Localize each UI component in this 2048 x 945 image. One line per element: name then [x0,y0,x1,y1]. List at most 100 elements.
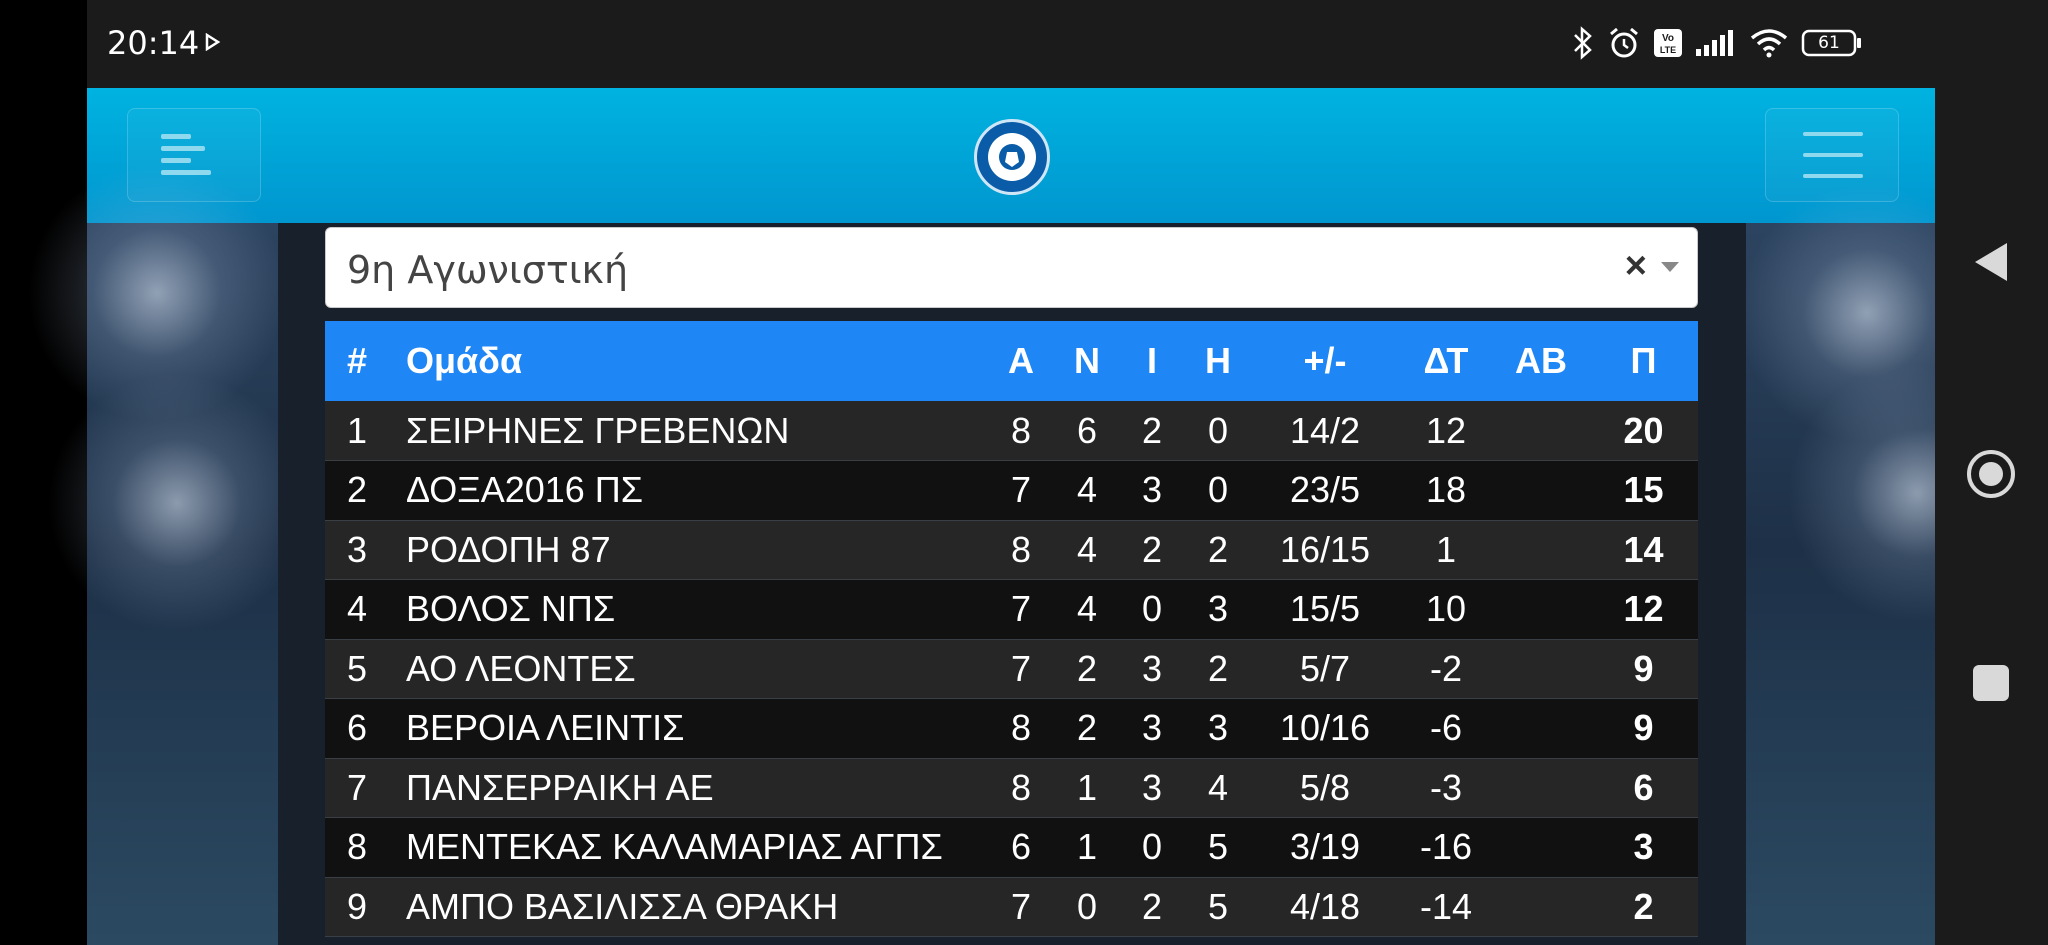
standings-table: # Ομάδα Α Ν Ι Η +/- ΔΤ ΑΒ Π 1 ΣΕΙΡΗΝΕΣ ΓΡ… [325,321,1698,937]
wifi-icon [1749,28,1789,58]
cell-losses: 0 [1207,469,1229,511]
round-select[interactable]: 9η Αγωνιστική × [325,227,1698,308]
hamburger-menu-icon [1766,132,1900,207]
signal-icon [1695,29,1737,57]
table-row[interactable]: 5 ΑΟ ΛΕΟΝΤΕΣ 7 2 3 2 5/7 -2 9 [325,639,1698,699]
cell-goals: 15/5 [1289,588,1361,630]
cell-points: 20 [1623,409,1664,451]
cell-wins: 1 [1076,826,1098,868]
cell-ab [1493,758,1589,818]
table-row[interactable]: 9 ΑΜΠΟ ΒΑΣΙΛΙΣΣΑ ΘΡΑΚΗ 7 0 2 5 4/18 -14 2 [325,877,1698,937]
cell-played: 7 [1010,885,1032,927]
round-select-value: 9η Αγωνιστική [347,248,629,292]
cell-ab [1493,401,1589,461]
table-row[interactable]: 6 ΒΕΡΟΙΑ ΛΕΙΝΤΙΣ 8 2 3 3 10/16 -6 9 [325,698,1698,759]
cell-losses: 2 [1207,647,1229,689]
recents-icon[interactable] [1973,665,2009,706]
cell-played: 8 [1010,766,1032,808]
hellenic-football-federation-logo[interactable] [974,119,1050,195]
cell-goals: 3/19 [1289,826,1361,868]
cell-position: 3 [346,528,368,570]
svg-text:Vo: Vo [1662,33,1674,44]
cell-ab [1493,877,1589,937]
col-goals: +/- [1303,340,1347,381]
cell-points: 9 [1633,707,1654,749]
home-icon[interactable] [1965,448,2017,505]
cell-goals: 23/5 [1289,469,1361,511]
cell-position: 7 [346,766,368,808]
cell-team[interactable]: ΜΕΝΤΕΚΑΣ ΚΑΛΑΜΑΡΙΑΣ ΑΓΠΣ [406,826,943,868]
cell-wins: 4 [1076,588,1098,630]
cell-played: 7 [1010,469,1032,511]
cell-ab [1493,461,1589,521]
standings-header-row: # Ομάδα Α Ν Ι Η +/- ΔΤ ΑΒ Π [325,321,1698,401]
clear-selection-icon[interactable]: × [1624,245,1647,287]
bluetooth-icon [1571,26,1595,60]
col-wins: Ν [1074,340,1100,381]
dropdown-caret-icon[interactable] [1661,262,1679,272]
cell-points: 2 [1633,885,1654,927]
cell-wins: 2 [1076,707,1098,749]
status-bar: 20:14 Vo LTE 61 [87,0,1935,88]
cell-team[interactable]: ΑΜΠΟ ΒΑΣΙΛΙΣΣΑ ΘΡΑΚΗ [406,885,839,927]
battery-icon: 61 [1801,28,1863,58]
cell-points: 14 [1623,528,1664,570]
cell-played: 7 [1010,647,1032,689]
cell-team[interactable]: ΔΟΞΑ2016 ΠΣ [406,469,644,511]
cell-team[interactable]: ΑΟ ΛΕΟΝΤΕΣ [406,647,636,689]
cell-team[interactable]: ΣΕΙΡΗΝΕΣ ΓΡΕΒΕΝΩΝ [406,409,790,451]
cell-position: 9 [346,885,368,927]
cell-losses: 5 [1207,826,1229,868]
cell-ab [1493,699,1589,759]
cell-team[interactable]: ΠΑΝΣΕΡΡΑΙΚΗ ΑΕ [406,766,714,808]
cell-team[interactable]: ΒΕΡΟΙΑ ΛΕΙΝΤΙΣ [406,707,685,749]
cell-draws: 3 [1141,707,1163,749]
col-draws: Ι [1146,340,1157,381]
cell-wins: 6 [1076,409,1098,451]
back-icon[interactable] [1971,240,2011,289]
cell-position: 2 [346,469,368,511]
alarm-icon [1607,26,1641,60]
cell-goal-difference: -2 [1429,647,1462,689]
cell-position: 6 [346,707,368,749]
col-losses: Η [1205,340,1231,381]
cell-position: 4 [346,588,368,630]
cell-wins: 0 [1076,885,1098,927]
cell-goals: 10/16 [1279,707,1371,749]
cell-team[interactable]: ΡΟΔΟΠΗ 87 [406,528,611,570]
cell-goals: 5/8 [1299,766,1351,808]
table-row[interactable]: 3 ΡΟΔΟΠΗ 87 8 4 2 2 16/15 1 14 [325,520,1698,580]
cell-draws: 0 [1141,588,1163,630]
cell-team[interactable]: ΒΟΛΟΣ ΝΠΣ [406,588,616,630]
table-row[interactable]: 7 ΠΑΝΣΕΡΡΑΙΚΗ ΑΕ 8 1 3 4 5/8 -3 6 [325,758,1698,818]
col-ab: ΑΒ [1515,340,1567,381]
cell-goal-difference: 18 [1425,469,1467,511]
col-played: Α [1008,340,1034,381]
col-team: Ομάδα [406,340,523,381]
cell-goal-difference: -16 [1419,826,1473,868]
cell-goal-difference: -6 [1429,707,1462,749]
cell-losses: 5 [1207,885,1229,927]
col-position: # [346,340,368,381]
cell-draws: 3 [1141,766,1163,808]
cell-played: 6 [1010,826,1032,868]
cell-draws: 2 [1141,409,1163,451]
cell-draws: 3 [1141,469,1163,511]
table-row[interactable]: 8 ΜΕΝΤΕΚΑΣ ΚΑΛΑΜΑΡΙΑΣ ΑΓΠΣ 6 1 0 5 3/19 -16 3 [325,817,1698,877]
cell-goals: 4/18 [1289,885,1361,927]
app-header [87,88,1935,223]
cell-goals: 14/2 [1289,409,1361,451]
table-row[interactable]: 2 ΔΟΞΑ2016 ΠΣ 7 4 3 0 23/5 18 15 [325,460,1698,521]
table-row[interactable]: 4 ΒΟΛΟΣ ΝΠΣ 7 4 0 3 15/5 10 12 [325,579,1698,640]
cell-goal-difference: 10 [1425,588,1467,630]
cell-ab [1493,580,1589,640]
col-points: Π [1630,340,1657,381]
cell-wins: 2 [1076,647,1098,689]
cell-draws: 2 [1141,885,1163,927]
cell-goal-difference: -3 [1429,766,1462,808]
status-time: 20:14 [107,24,200,62]
cell-ab [1493,639,1589,699]
cell-wins: 4 [1076,528,1098,570]
table-row[interactable]: 1 ΣΕΙΡΗΝΕΣ ΓΡΕΒΕΝΩΝ 8 6 2 0 14/2 12 20 [325,401,1698,461]
cell-goals: 5/7 [1299,647,1351,689]
